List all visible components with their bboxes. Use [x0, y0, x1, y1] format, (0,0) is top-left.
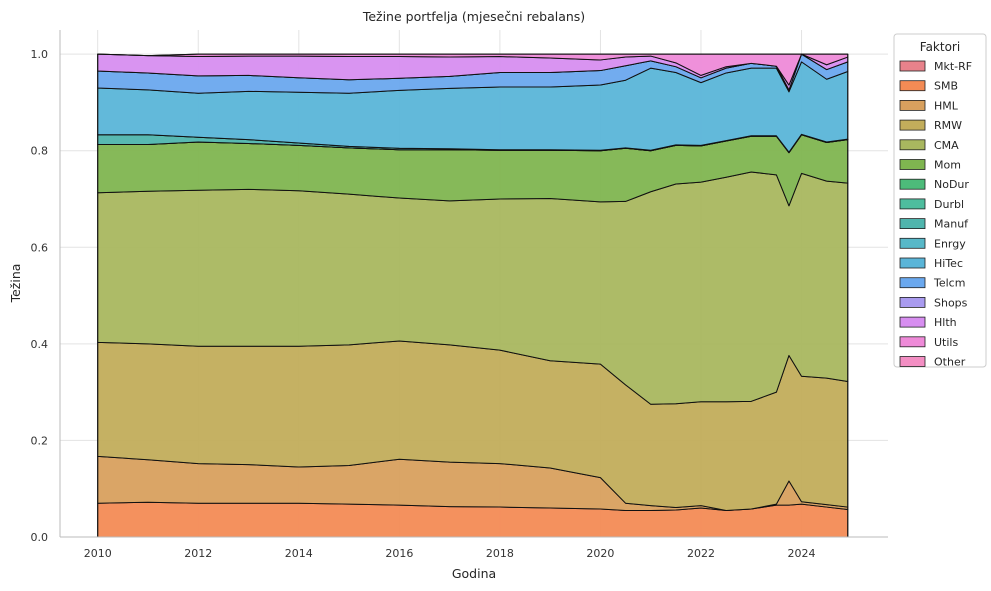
legend-swatch-hlth [899, 316, 926, 328]
x-tick-label: 2014 [285, 547, 313, 560]
legend-label-hml: HML [934, 99, 959, 112]
x-tick-label: 2012 [184, 547, 212, 560]
y-tick-label: 0.6 [31, 241, 49, 254]
x-tick-label: 2010 [84, 547, 112, 560]
legend-swatch-durbl [899, 198, 926, 210]
legend-label-other: Other [934, 356, 966, 369]
y-tick-labels: 0.0 0.2 0.4 0.6 0.8 1.0 [31, 48, 49, 544]
legend-swatch-smb [899, 80, 926, 92]
legend-swatch-mom [899, 159, 926, 170]
legend-swatch-other [899, 356, 926, 367]
legend-label-shops: Shops [934, 296, 968, 309]
x-tick-label: 2018 [486, 547, 514, 560]
legend-label-mkt-rf: Mkt-RF [934, 60, 972, 73]
legend-swatch-manuf [899, 218, 926, 230]
x-tick-label: 2022 [687, 547, 715, 560]
legend-label-rmw: RMW [934, 119, 962, 132]
legend-swatch-utils [899, 336, 926, 348]
legend-label-mom: Mom [934, 159, 961, 172]
legend-title: Faktori [920, 40, 960, 54]
legend-label-telcm: Telcm [933, 277, 965, 290]
y-tick-label: 0.4 [31, 338, 49, 351]
legend-label-nodur: NoDur [934, 178, 969, 191]
legend-label-enrgy: Enrgy [934, 237, 966, 250]
area-other [97, 53, 849, 57]
legend-swatch-enrgy [899, 237, 926, 249]
legend-swatch-telcm [899, 277, 926, 289]
y-tick-label: 1.0 [31, 48, 49, 61]
legend-swatch-shops [899, 296, 926, 308]
y-tick-label: 0.8 [31, 145, 49, 158]
legend-label-cma: CMA [934, 139, 959, 152]
legend-items: Mkt-RF SMB HML RMW CMA Mom NoDur Durbl Manuf Enrg… [899, 60, 972, 369]
x-axis-label: Godina [452, 566, 496, 581]
legend-label-manuf: Manuf [934, 218, 969, 231]
legend-label-utils: Utils [934, 336, 958, 349]
legend-swatch-rmw [899, 119, 926, 131]
legend-label-hlth: Hlth [934, 316, 957, 329]
legend-swatch-hml [899, 100, 926, 111]
legend-label-smb: SMB [934, 80, 958, 93]
legend-swatch-cma [899, 139, 926, 151]
x-tick-labels: 2010 2012 2014 2016 2018 2020 2022 2024 [84, 547, 816, 560]
legend-label-hitec: HiTec [934, 257, 963, 270]
legend: Faktori Mkt-RFSMBHMLRMWCMAMomNoDurDurblM… [893, 33, 987, 369]
chart-title: Težine portfelja (mjesečni rebalans) [362, 9, 585, 24]
y-tick-label: 0.0 [31, 531, 49, 544]
area-series-group [97, 53, 849, 538]
x-tick-label: 2024 [788, 547, 816, 560]
legend-swatch-mkt-rf [899, 60, 926, 72]
y-axis-label: Težina [8, 264, 23, 304]
legend-label-durbl: Durbl [934, 198, 964, 211]
x-tick-label: 2020 [586, 547, 614, 560]
y-tick-label: 0.2 [31, 434, 49, 447]
legend-swatch-hitec [899, 257, 926, 269]
legend-swatch-nodur [899, 178, 926, 190]
x-tick-label: 2016 [385, 547, 413, 560]
